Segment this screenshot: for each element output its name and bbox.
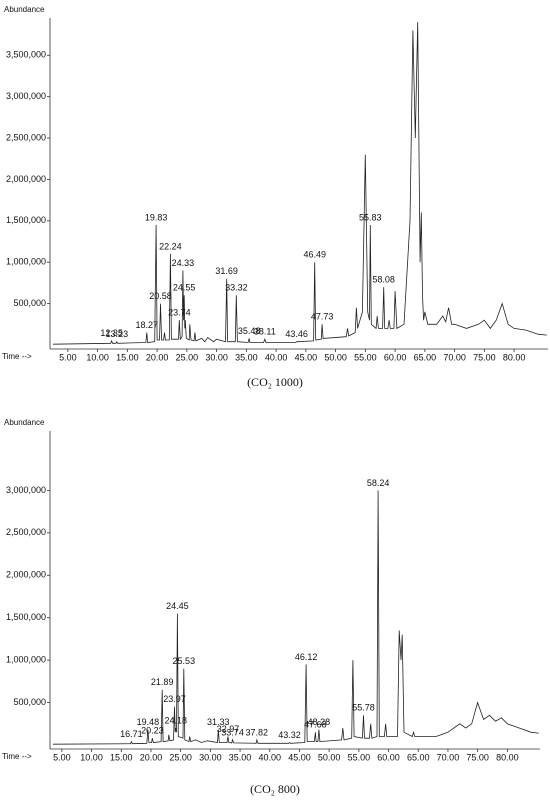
x-tick-label: 30.00 (205, 352, 228, 362)
peak-label: 58.24 (367, 478, 390, 488)
x-tick-label: 40.00 (265, 352, 288, 362)
peak-label: 32.97 (217, 724, 240, 734)
peak-label: 48.28 (308, 717, 331, 727)
peak-label: 24.18 (165, 715, 188, 725)
caption: (CO₂ 1000) (247, 375, 303, 389)
x-tick-label: 5.00 (59, 352, 77, 362)
x-tick-label: 35.00 (229, 752, 252, 762)
peak-label: 19.48 (137, 717, 160, 727)
x-tick-label: 80.00 (496, 752, 519, 762)
y-tick-label: 500,000 (13, 697, 46, 707)
x-tick-label: 80.00 (503, 352, 526, 362)
y-tick-label: 1,500,000 (6, 215, 46, 225)
x-axis-title: Time --> (2, 752, 32, 761)
peak-label: 43.32 (278, 730, 301, 740)
y-tick-label: 2,500,000 (6, 132, 46, 142)
caption: (CO₂ 800) (250, 782, 300, 796)
y-axis-title: Abundance (4, 5, 45, 14)
peak-label: 38.11 (254, 327, 276, 337)
y-axis-title: Abundance (4, 418, 45, 427)
peak-label: 35.48 (238, 326, 261, 336)
x-tick-label: 5.00 (53, 752, 71, 762)
y-tick-label: 2,500,000 (6, 527, 46, 537)
x-tick-label: 50.00 (324, 352, 347, 362)
peak-label: 16.71 (120, 729, 143, 739)
peak-label: 58.08 (372, 274, 395, 284)
x-tick-label: 50.00 (318, 752, 341, 762)
peak-label: 31.69 (215, 266, 238, 276)
x-axis-title: Time --> (2, 352, 32, 361)
peak-label: 31.33 (207, 717, 230, 727)
x-tick-label: 45.00 (295, 352, 318, 362)
peak-label: 33.74 (221, 727, 244, 737)
peak-label: 33.32 (225, 283, 248, 293)
x-tick-label: 65.00 (414, 352, 437, 362)
x-tick-label: 15.00 (116, 352, 139, 362)
peak-label: 19.83 (145, 212, 168, 222)
y-tick-label: 3,000,000 (6, 485, 46, 495)
x-tick-label: 10.00 (80, 752, 103, 762)
y-tick-label: 1,000,000 (6, 257, 46, 267)
peak-label: 47.73 (311, 312, 334, 322)
peak-label: 23.97 (163, 694, 186, 704)
x-tick-label: 15.00 (110, 752, 133, 762)
y-tick-label: 2,000,000 (6, 570, 46, 580)
peak-label: 21.89 (151, 677, 174, 687)
x-tick-label: 40.00 (258, 752, 281, 762)
x-tick-label: 45.00 (288, 752, 311, 762)
peak-label: 24.45 (166, 601, 189, 611)
trace (52, 490, 539, 745)
peak-label: 46.12 (295, 652, 318, 662)
x-tick-label: 30.00 (199, 752, 222, 762)
peak-label: 12.35 (100, 328, 123, 338)
y-tick-label: 3,000,000 (6, 91, 46, 101)
x-tick-label: 70.00 (443, 352, 466, 362)
y-tick-label: 1,000,000 (6, 655, 46, 665)
x-tick-label: 20.00 (146, 352, 169, 362)
peak-label: 37.82 (246, 727, 269, 737)
x-tick-label: 75.00 (473, 352, 496, 362)
peak-label: 20.58 (149, 291, 172, 301)
peak-label: 23.74 (168, 308, 191, 318)
x-tick-label: 55.00 (348, 752, 371, 762)
peak-label: 20.23 (141, 726, 164, 736)
x-tick-label: 55.00 (354, 352, 377, 362)
x-tick-label: 60.00 (384, 352, 407, 362)
x-tick-label: 25.00 (176, 352, 199, 362)
x-tick-label: 60.00 (377, 752, 400, 762)
peak-label: 22.24 (159, 241, 182, 251)
peak-label: 55.78 (352, 703, 375, 713)
peak-label: 47.68 (304, 720, 327, 730)
x-tick-label: 70.00 (437, 752, 460, 762)
peak-label: 24.55 (173, 283, 196, 293)
x-tick-label: 20.00 (140, 752, 163, 762)
x-tick-label: 25.00 (169, 752, 192, 762)
peak-label: 25.53 (173, 656, 196, 666)
trace (52, 22, 547, 345)
peak-label: 18.27 (136, 320, 159, 330)
x-tick-label: 10.00 (86, 352, 109, 362)
peak-label: 43.46 (285, 329, 308, 339)
y-tick-label: 500,000 (13, 298, 46, 308)
y-tick-label: 2,000,000 (6, 174, 46, 184)
y-tick-label: 1,500,000 (6, 612, 46, 622)
peak-label: 46.49 (303, 250, 326, 260)
peak-label: 55.83 (359, 212, 382, 222)
x-tick-label: 65.00 (407, 752, 430, 762)
peak-label: 24.33 (172, 258, 195, 268)
x-tick-label: 75.00 (466, 752, 489, 762)
peak-label: 13.23 (106, 329, 129, 339)
y-tick-label: 3,500,000 (6, 50, 46, 60)
x-tick-label: 35.00 (235, 352, 258, 362)
